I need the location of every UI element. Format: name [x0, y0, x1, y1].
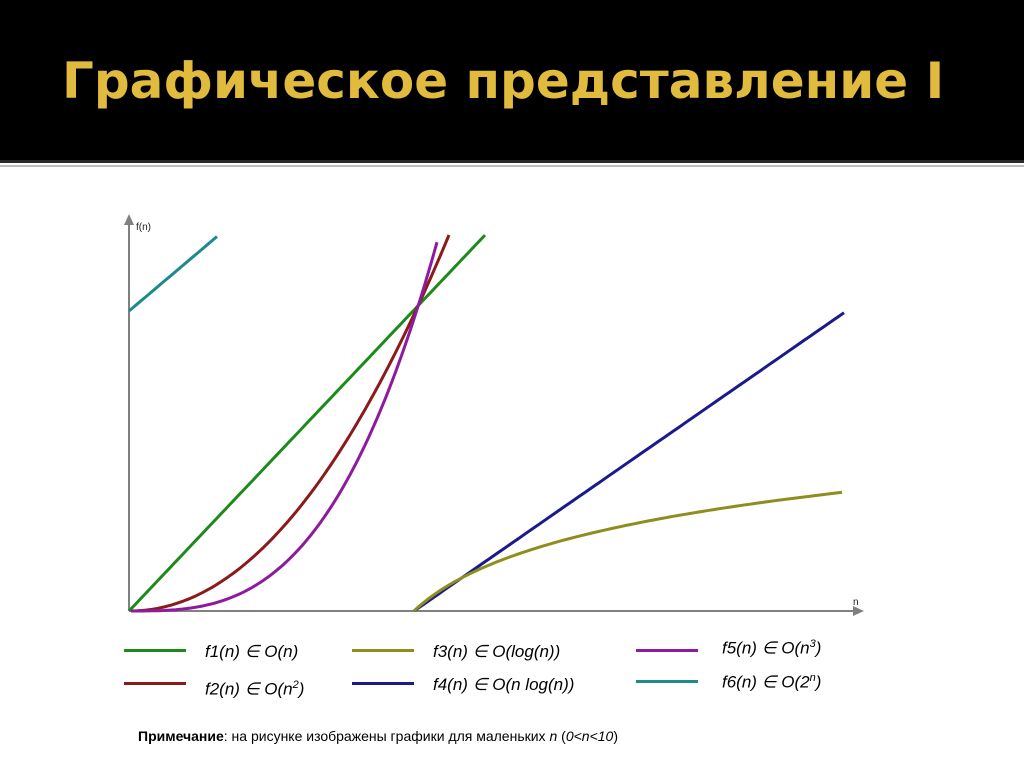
y-axis-label: f(n) [136, 222, 151, 233]
x-axis-label: n [853, 597, 859, 608]
series-line-f3 [412, 490, 843, 613]
legend-entry-f2: f2(n) ∈ O(n2) [205, 679, 305, 699]
legend-entry-f5: f5(n) ∈ O(n3) [722, 638, 822, 658]
series-line-f1 [127, 234, 487, 613]
title-bar [0, 0, 1024, 160]
legend-entry-f3: f3(n) ∈ O(log(n)) [433, 642, 561, 661]
legend-swatch-f2 [124, 682, 186, 685]
legend-entry-f6: f6(n) ∈ O(2n) [722, 672, 822, 692]
title-divider-light [0, 165, 1024, 167]
chart-note: Примечание: на рисунке изображены график… [138, 728, 618, 744]
legend-entry-f1: f1(n) ∈ O(n) [205, 642, 299, 661]
legend-swatch-f5 [636, 649, 698, 652]
legend-swatch-f4 [352, 682, 414, 685]
y-axis-arrow [124, 214, 134, 225]
legend-entry-f4: f4(n) ∈ O(n log(n)) [433, 675, 575, 694]
series-line-f4 [413, 311, 845, 613]
series-line-f6 [128, 235, 218, 313]
series-line-f5 [131, 241, 439, 613]
slide-title: Графическое представление I [62, 52, 945, 110]
legend-swatch-f6 [636, 680, 698, 683]
legend-swatch-f1 [124, 649, 186, 652]
series-line-f2 [130, 234, 451, 613]
legend-swatch-f3 [352, 649, 414, 652]
title-divider-dark [0, 160, 1024, 163]
x-axis-arrow [853, 606, 864, 616]
